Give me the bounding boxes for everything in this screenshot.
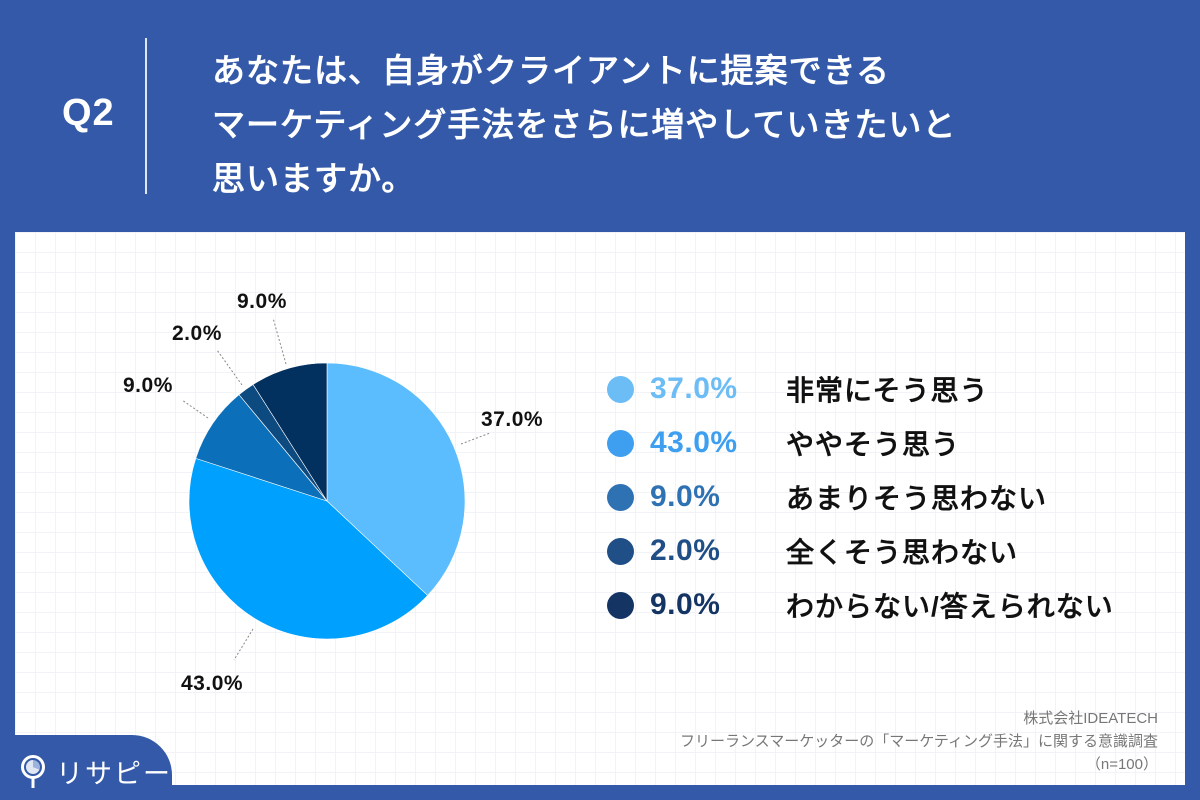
legend-item: 37.0% 非常にそう思う <box>607 362 1114 416</box>
legend-label: あまりそう思わない <box>786 483 1048 514</box>
pie-slice <box>326 362 466 596</box>
legend-label: 非常にそう思う <box>786 375 989 406</box>
legend-dot-icon <box>607 375 634 403</box>
legend-item: 9.0% わからない/答えられない <box>607 578 1114 632</box>
question-number: Q2 <box>62 92 115 134</box>
legend-item: 43.0% ややそう思う <box>607 416 1114 470</box>
question-text: あなたは、自身がクライアントに提案できる マーケティング手法をさらに増やしていき… <box>212 44 1112 206</box>
legend-dot-icon <box>607 429 634 457</box>
pie-slice <box>188 457 429 640</box>
legend-percentage: 43.0% <box>650 426 738 459</box>
leader-line-2 <box>216 349 243 386</box>
pie-slices <box>188 362 466 640</box>
header-divider <box>145 38 147 194</box>
leader-lines <box>181 317 491 661</box>
leader-line-9a <box>181 399 209 419</box>
legend: 37.0% 非常にそう思う 43.0% ややそう思う 9.0% あまりそう思わな… <box>607 362 1114 632</box>
header: Q2 あなたは、自身がクライアントに提案できる マーケティング手法をさらに増やし… <box>0 0 1200 232</box>
legend-item: 2.0% 全くそう思わない <box>607 524 1114 578</box>
legend-dot-icon <box>607 483 634 511</box>
legend-label: ややそう思う <box>786 429 961 460</box>
source-survey: フリーランスマーケッターの「マーケティング手法」に関する意識調査 <box>679 733 1158 750</box>
legend-percentage: 2.0% <box>650 534 721 567</box>
pie-slice <box>252 362 328 503</box>
question-line: あなたは、自身がクライアントに提案できる <box>212 52 891 89</box>
magnifier-pie-icon <box>21 754 45 788</box>
pie-label-strongly-disagree: 2.0% <box>172 322 222 345</box>
legend-percentage: 9.0% <box>650 588 721 621</box>
legend-label: わからない/答えられない <box>786 591 1114 622</box>
source-sample: （n=100） <box>1085 756 1158 773</box>
leader-line-9b <box>272 317 287 365</box>
source-company: 株式会社IDEATECH <box>1023 710 1158 727</box>
question-line: 思いますか。 <box>212 160 416 197</box>
leader-line-43 <box>233 628 254 661</box>
legend-item: 9.0% あまりそう思わない <box>607 470 1114 524</box>
question-line: マーケティング手法をさらに増やしていきたいと <box>212 106 957 143</box>
legend-label: 全くそう思わない <box>786 537 1019 568</box>
pie-label-dont-know: 9.0% <box>237 290 287 313</box>
pie-label-strongly-agree: 37.0% <box>481 408 544 431</box>
legend-percentage: 37.0% <box>650 372 738 405</box>
legend-dot-icon <box>607 591 634 619</box>
pie-label-somewhat-agree: 43.0% <box>181 672 244 695</box>
legend-dot-icon <box>607 537 634 565</box>
logo: リサピー <box>20 752 172 791</box>
pie-label-somewhat-disagree: 9.0% <box>123 374 173 397</box>
leader-line-37 <box>460 432 491 445</box>
source-note: 株式会社IDEATECH フリーランスマーケッターの「マーケティング手法」に関す… <box>680 707 1158 776</box>
logo-text: リサピー <box>56 759 172 789</box>
legend-percentage: 9.0% <box>650 480 721 513</box>
